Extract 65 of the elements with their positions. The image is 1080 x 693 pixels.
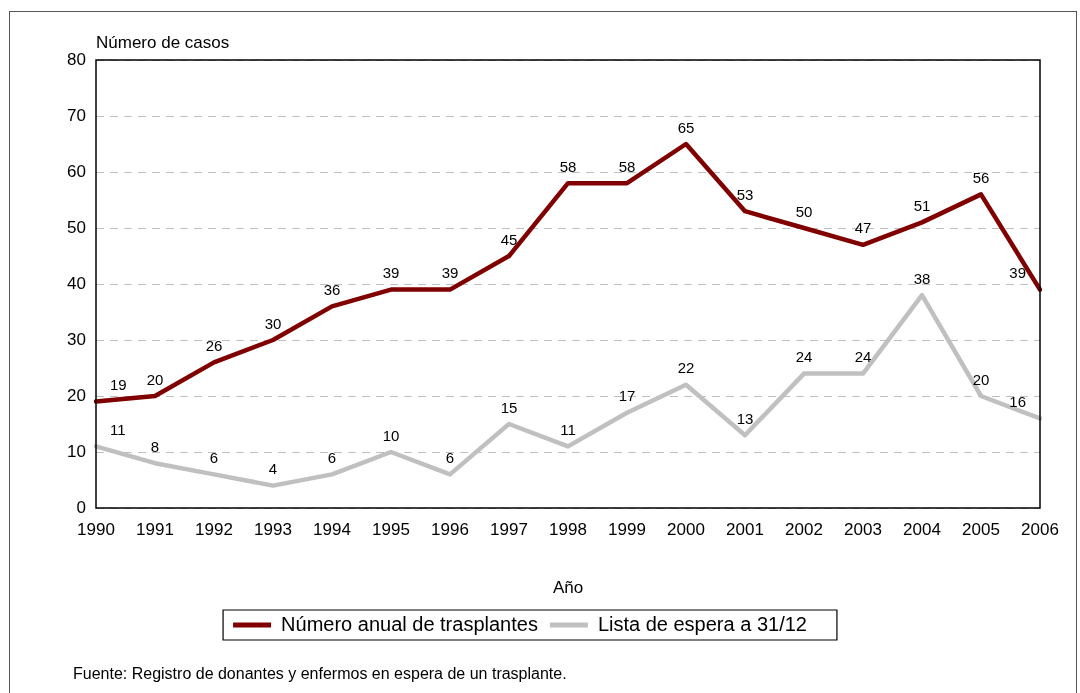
x-tick-label: 1994 [313,519,351,539]
data-label: 20 [146,370,164,388]
legend-label: Número anual de trasplantes [281,612,538,635]
data-label: 24 [795,348,813,366]
y-tick-label: 40 [67,273,86,293]
data-label: 58 [618,157,636,175]
data-label: 11 [110,421,126,439]
y-axis-title: Número de casos [96,33,230,53]
data-label: 50 [795,202,813,220]
source-note: Fuente: Registro de donantes y enfermos en espera de un trasplante. [73,664,567,684]
data-label: 56 [972,169,990,187]
data-label: 6 [327,449,337,467]
data-label: 13 [736,409,754,427]
data-label: 20 [972,370,990,388]
data-label: 15 [500,398,518,416]
x-axis-title: Año [552,578,584,598]
x-tick-label: 1999 [608,519,646,539]
x-tick-label: 2003 [844,519,882,539]
x-tick-label: 2002 [785,519,823,539]
x-tick-label: 2001 [726,519,764,539]
x-tick-label: 1996 [431,519,469,539]
y-tick-label: 0 [76,497,86,517]
data-label: 6 [209,449,219,467]
data-label: 17 [618,387,636,405]
data-label: 16 [1009,393,1026,411]
y-tick-label: 10 [67,441,86,461]
data-label: 47 [854,219,872,237]
x-tick-label: 1993 [254,519,292,539]
legend-label: Lista de espera a 31/12 [597,612,807,635]
data-label: 24 [854,348,872,366]
x-tick-label: 2000 [667,519,705,539]
x-tick-label: 1995 [372,519,410,539]
data-label: 65 [677,118,695,136]
y-tick-label: 20 [67,385,86,405]
data-label: 45 [500,230,518,248]
data-label: 39 [382,264,400,282]
data-label: 36 [323,281,341,299]
data-label: 38 [913,269,931,287]
y-tick-label: 30 [67,329,86,349]
data-label: 58 [559,157,577,175]
x-tick-label: 2005 [962,519,1000,539]
y-tick-label: 80 [67,49,86,69]
data-label: 4 [268,460,278,478]
data-label: 10 [382,426,400,444]
data-label: 19 [110,376,127,394]
data-label: 30 [264,314,282,332]
data-label: 26 [205,337,223,355]
data-label: 22 [677,359,695,377]
y-tick-label: 60 [67,161,86,181]
x-tick-label: 1998 [549,519,587,539]
data-label: 6 [445,449,455,467]
data-label: 51 [913,197,931,215]
x-tick-label: 1990 [77,519,115,539]
x-tick-label: 2006 [1021,519,1059,539]
data-label: 53 [736,185,754,203]
y-tick-label: 50 [67,217,86,237]
x-tick-label: 1997 [490,519,528,539]
data-label: 39 [441,264,459,282]
data-label: 11 [560,421,576,439]
x-tick-label: 1991 [136,519,174,539]
y-tick-label: 70 [67,105,86,125]
x-tick-label: 2004 [903,519,941,539]
x-tick-label: 1992 [195,519,233,539]
data-label: 8 [150,437,160,455]
data-label: 39 [1009,264,1026,282]
